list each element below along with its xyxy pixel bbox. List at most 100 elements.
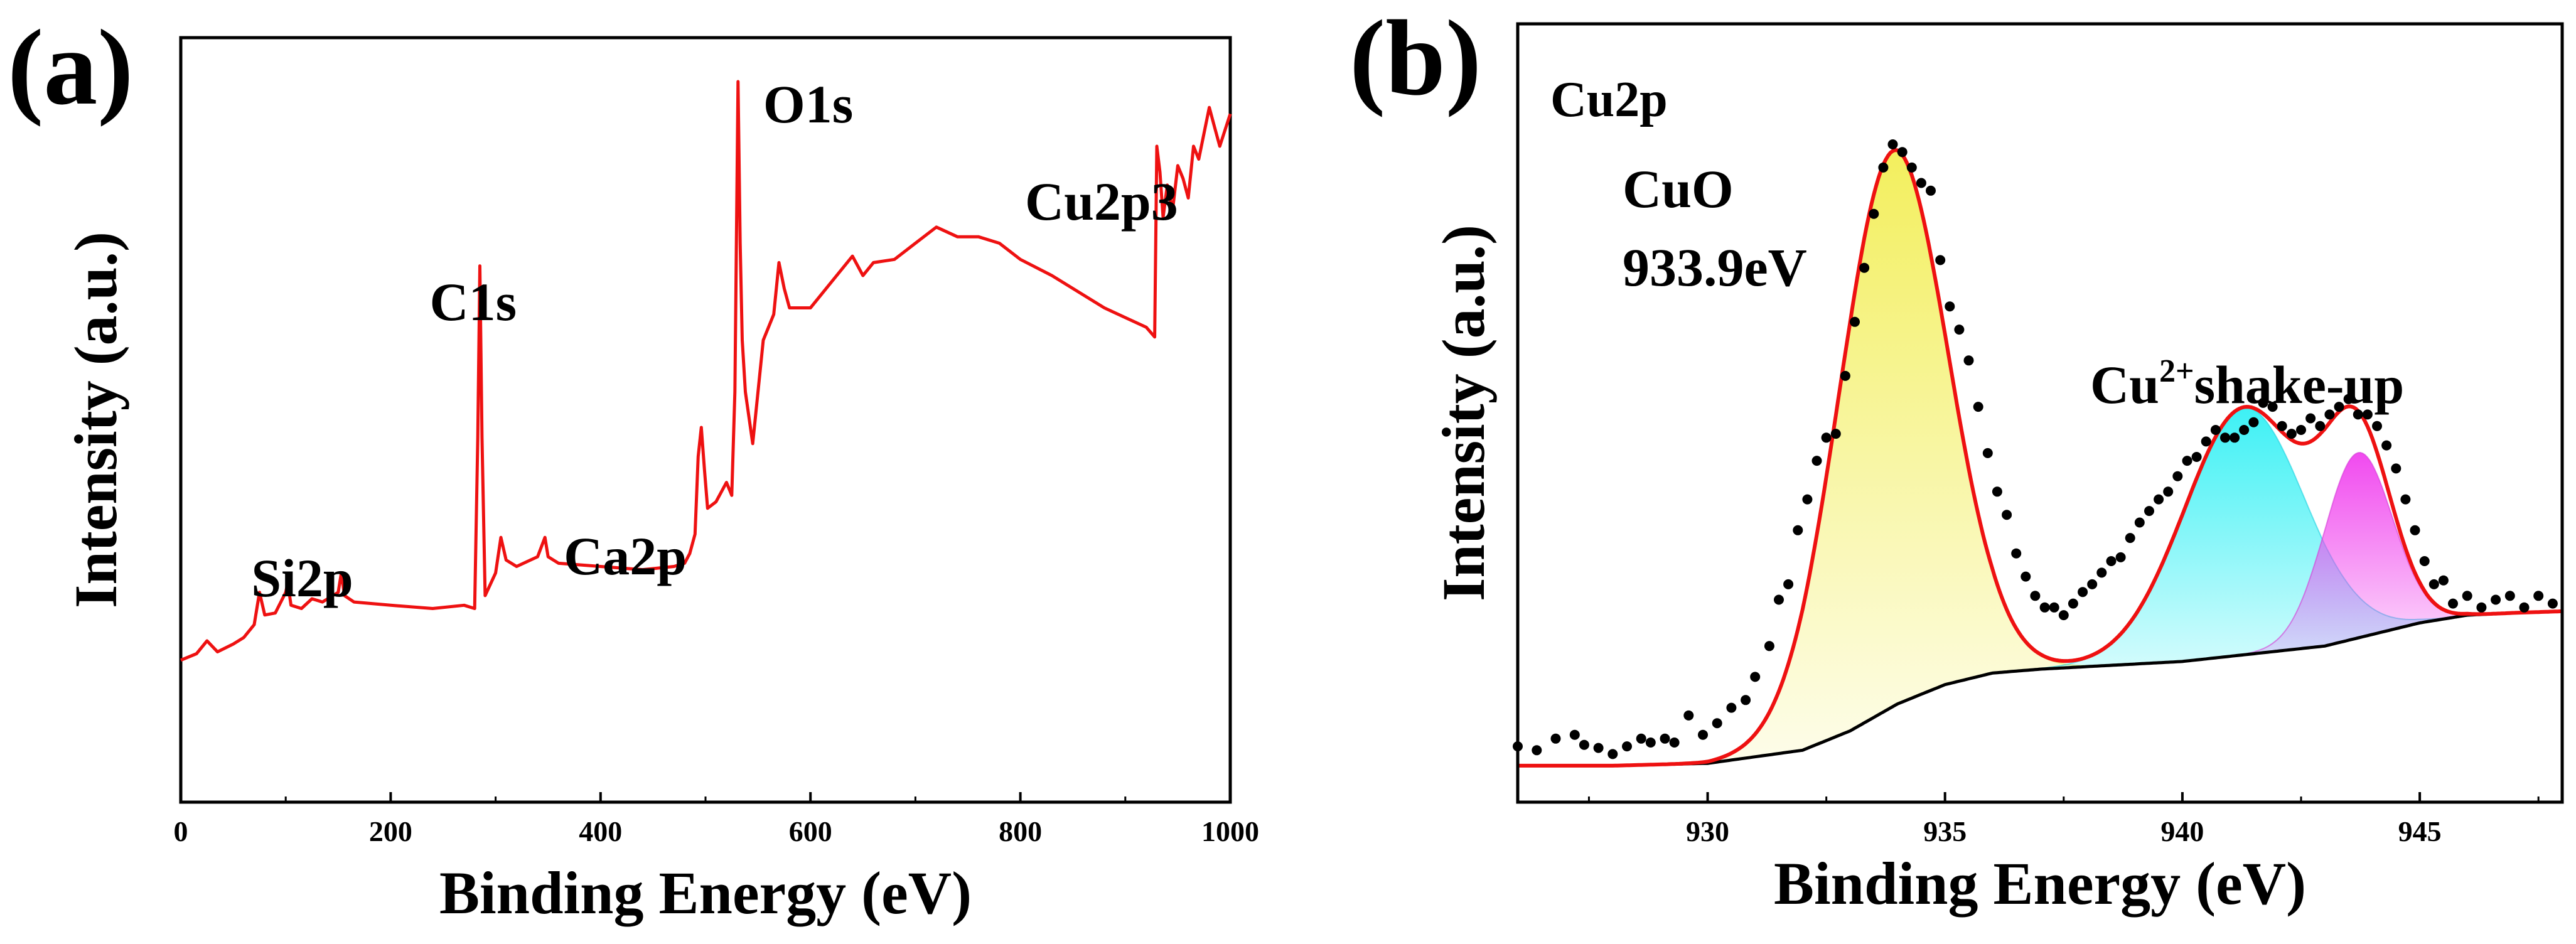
panel-b-data-point bbox=[1550, 733, 1561, 744]
panel-b-data-point bbox=[2296, 425, 2306, 435]
panel-a-peak-annotations: Si2p C1s Ca2p O1s Cu2p3 bbox=[251, 74, 1178, 608]
panel-b-data-point bbox=[2334, 402, 2344, 412]
panel-b-x-tick-label: 940 bbox=[2160, 815, 2204, 847]
panel-b-data-point bbox=[2002, 510, 2012, 520]
panel-a-x-ticks: 0 200 400 600 800 1000 bbox=[174, 792, 1259, 847]
panel-b-data-point bbox=[2154, 494, 2164, 505]
panel-b-data-point bbox=[1859, 262, 1870, 273]
panel-a-peak-label: C1s bbox=[430, 272, 517, 332]
panel-b-data-point bbox=[2438, 575, 2449, 586]
shake-up-superscript: 2+ bbox=[2159, 353, 2194, 389]
panel-b-data-point bbox=[2547, 598, 2558, 609]
panel-b-data-point bbox=[2106, 556, 2117, 566]
panel-b-data-point bbox=[2220, 432, 2230, 443]
panel-b-data-point bbox=[1726, 702, 1737, 713]
panel-a-y-axis-label: Intensity (a.u.) bbox=[62, 232, 129, 608]
panel-b-data-point bbox=[2391, 463, 2402, 474]
panel-b-data-point bbox=[1593, 743, 1604, 753]
panel-b-data-point bbox=[2428, 579, 2439, 589]
panel-b-data-point bbox=[1840, 370, 1850, 381]
panel-b-data-point bbox=[2305, 413, 2316, 424]
panel-b-data-point bbox=[1954, 324, 1965, 335]
shake-up-text: shake-up bbox=[2194, 355, 2405, 415]
panel-b-data-point bbox=[1660, 733, 1670, 744]
panel-b-data-point bbox=[2239, 425, 2250, 435]
panel-b-data-point bbox=[1916, 178, 1926, 188]
panel-b-data-point bbox=[2419, 556, 2430, 566]
panel-a-survey-line bbox=[180, 80, 1232, 662]
panel-b-data-point bbox=[2533, 591, 2544, 601]
panel-b-data-point bbox=[1750, 672, 1761, 682]
panel-b-data-point bbox=[2125, 533, 2135, 544]
panel-b-data-point bbox=[2115, 552, 2126, 562]
panel-b-data-point bbox=[1906, 162, 1917, 173]
panel-b-data-point bbox=[2448, 598, 2458, 609]
panel-b-data-point bbox=[1783, 579, 1794, 589]
panel-b-data-point bbox=[2400, 494, 2411, 505]
panel-a-peak-label: O1s bbox=[763, 74, 853, 134]
cuo-annotation: CuO bbox=[1623, 159, 1734, 219]
panel-a-x-tick-label: 200 bbox=[369, 815, 412, 847]
panel-b-data-point bbox=[2362, 409, 2373, 420]
panel-a-survey-spectrum: (a) 0 200 400 600 800 1000 Si2p C1s Ca2p O1s Cu2p… bbox=[8, 8, 1259, 926]
panel-b-data-point bbox=[2248, 417, 2259, 427]
panel-b-data-point bbox=[2039, 602, 2050, 613]
panel-b-data-point bbox=[2519, 602, 2530, 613]
panel-b-fit-envelope bbox=[1518, 148, 2563, 768]
panel-b-x-tick-label: 945 bbox=[2398, 815, 2442, 847]
panel-b-data-point bbox=[2476, 602, 2487, 613]
panel-b-data-point bbox=[1774, 594, 1784, 605]
panel-b-data-point bbox=[1607, 749, 1618, 759]
panel-b-data-point bbox=[2410, 525, 2420, 535]
panel-b-data-point bbox=[1579, 739, 1589, 750]
panel-b-data-point bbox=[1897, 147, 1908, 158]
panel-b-data-point bbox=[2315, 421, 2326, 431]
panel-b-data-point bbox=[2182, 456, 2192, 466]
panel-a-label: (a) bbox=[8, 8, 134, 127]
panel-b-data-point bbox=[2230, 432, 2240, 443]
panel-b-data-point bbox=[2286, 429, 2297, 439]
panel-a-x-tick-label: 1000 bbox=[1201, 815, 1259, 847]
panel-b-data-point bbox=[2049, 602, 2059, 613]
panel-b-data-point bbox=[1636, 733, 1646, 744]
panel-b-data-point bbox=[1935, 255, 1946, 266]
panel-b-x-tick-label: 935 bbox=[1923, 815, 1967, 847]
panel-b-data-point bbox=[2087, 579, 2098, 589]
panel-b-data-point bbox=[1645, 738, 1656, 748]
panel-b-data-point bbox=[1811, 456, 1822, 466]
panel-b-data-point bbox=[1532, 745, 1542, 756]
panel-b-data-point bbox=[2210, 425, 2221, 435]
panel-b-data-point bbox=[1712, 718, 1722, 729]
panel-b-data-point bbox=[2201, 436, 2211, 447]
panel-b-data-point bbox=[2144, 506, 2154, 517]
panel-b-data-point bbox=[1569, 729, 1580, 740]
panel-b-data-point bbox=[2324, 409, 2335, 420]
panel-b-title: Cu2p bbox=[1550, 72, 1668, 127]
panel-b-data-point bbox=[1764, 641, 1774, 652]
panel-b-data-point bbox=[2491, 594, 2501, 605]
panel-b-data-point bbox=[1802, 494, 1813, 505]
panel-b-data-point bbox=[1926, 185, 1936, 196]
panel-b-plot-frame bbox=[1516, 22, 2564, 804]
panel-a-x-tick-label: 0 bbox=[174, 815, 188, 847]
panel-b-data-point bbox=[1963, 355, 1974, 366]
panel-b-y-axis-label: Intensity (a.u.) bbox=[1430, 225, 1497, 601]
shake-up-annotation: Cu2+shake-up bbox=[2090, 353, 2404, 415]
panel-b-data-point bbox=[2011, 548, 2022, 559]
panel-a-peak-label: Si2p bbox=[251, 548, 353, 608]
panel-b-data-point bbox=[1869, 208, 1879, 219]
panel-a-x-tick-label: 800 bbox=[999, 815, 1042, 847]
panel-b-data-point bbox=[2353, 409, 2363, 420]
panel-b-data-point bbox=[2462, 591, 2472, 601]
panel-b-data-point bbox=[2134, 517, 2145, 528]
panel-b-data-point bbox=[1945, 301, 1955, 312]
panel-b-data-point bbox=[1793, 525, 1803, 535]
panel-b-data-point bbox=[2343, 394, 2354, 404]
panel-b-data-points bbox=[1513, 139, 2558, 759]
panel-b-data-point bbox=[2030, 591, 2041, 601]
panel-b-data-point bbox=[2078, 587, 2088, 598]
panel-b-data-point bbox=[2172, 471, 2183, 481]
panel-b-x-axis-label: Binding Energy (eV) bbox=[1774, 850, 2306, 917]
panel-b-data-point bbox=[1741, 695, 1751, 705]
